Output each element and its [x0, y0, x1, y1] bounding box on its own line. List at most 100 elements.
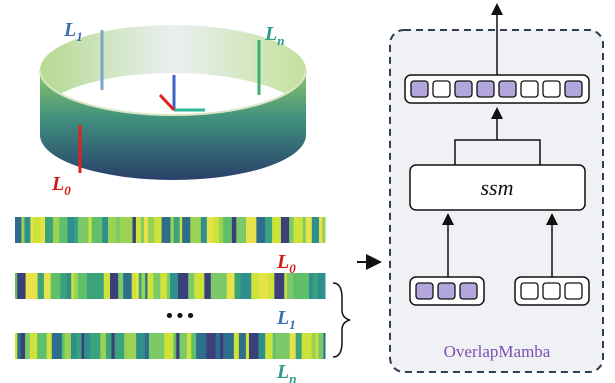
strip-stripe [147, 273, 153, 299]
strip-stripe [211, 273, 221, 299]
strip-stripe [246, 333, 250, 359]
strip-stripe [190, 217, 201, 243]
strip-stripe [249, 333, 259, 359]
strip-stripe [236, 217, 246, 243]
strip-stripe [112, 273, 119, 299]
strip-stripe [108, 217, 117, 243]
token [521, 81, 538, 97]
strip-stripe [232, 217, 237, 243]
strip-stripe [77, 333, 82, 359]
strip-stripe [220, 273, 227, 299]
token [565, 81, 582, 97]
strip-stripe [106, 333, 112, 359]
strip-stripe [318, 273, 326, 299]
strip-stripe [89, 217, 93, 243]
strip-stripe [289, 217, 294, 243]
strip-stripe [196, 333, 207, 359]
strip-stripe [51, 273, 61, 299]
strip-stripe [142, 273, 146, 299]
strip-stripe [179, 333, 187, 359]
ssm-label: ssm [480, 175, 513, 200]
strip-stripe [26, 273, 34, 299]
strip-stripe [84, 333, 91, 359]
strip-label-l1: L1 [276, 307, 296, 332]
strip-stripe [223, 217, 232, 243]
strip-stripe [78, 273, 88, 299]
range-strips [15, 217, 326, 359]
token [543, 81, 560, 97]
token [477, 81, 494, 97]
strip-stripe [268, 273, 275, 299]
strip-stripe [188, 273, 195, 299]
strip-stripe [87, 273, 91, 299]
strip-stripe [301, 273, 310, 299]
strip-stripe [92, 217, 103, 243]
strip-stripe [34, 273, 39, 299]
strip-stripe [281, 333, 290, 359]
strip-stripe [102, 217, 108, 243]
strip-stripe [131, 333, 137, 359]
strip-stripe [251, 273, 259, 299]
token [438, 283, 455, 299]
strip-stripe [133, 217, 137, 243]
strip-stripe [116, 217, 120, 243]
strip-stripe [240, 273, 251, 299]
strip-stripe [277, 217, 281, 243]
strip-stripe [201, 217, 207, 243]
strip-stripe [290, 333, 297, 359]
strip-stripe [90, 273, 98, 299]
strip-stripe [53, 217, 60, 243]
axis-y [160, 95, 174, 110]
strip-stripe [90, 333, 101, 359]
strip-stripe [274, 273, 284, 299]
strip-stripe [74, 273, 79, 299]
lidar-ring: L1 Ln L0 [40, 19, 306, 198]
ellipsis: ••• [164, 306, 196, 327]
strip-stripe [59, 217, 68, 243]
model-name: OverlapMamba [444, 342, 551, 361]
strip-stripe [98, 273, 104, 299]
strip-stripe [234, 333, 240, 359]
strip-stripe [78, 217, 89, 243]
strip-stripe [24, 217, 30, 243]
strip-stripe [75, 217, 79, 243]
strip-stripe [293, 273, 301, 299]
strip-stripe [272, 217, 277, 243]
strip-stripe [126, 217, 133, 243]
strip-stripe [124, 333, 131, 359]
strip-stripe [259, 273, 268, 299]
strip-stripe [154, 217, 162, 243]
strip-stripe [281, 217, 290, 243]
strip-stripe [170, 217, 174, 243]
strip-stripe [38, 273, 42, 299]
strip-stripe [25, 333, 30, 359]
strip-stripe [174, 217, 181, 243]
strip-stripe [40, 217, 45, 243]
strip-stripe [17, 333, 21, 359]
strip-stripe [194, 273, 204, 299]
strip-stripe [115, 333, 125, 359]
strip-stripe [176, 333, 180, 359]
strip-stripe [312, 217, 320, 243]
strip-stripe [149, 333, 159, 359]
token [416, 283, 433, 299]
strip-stripe [223, 333, 234, 359]
strip-stripe [159, 333, 165, 359]
strip-stripe [71, 333, 77, 359]
diagram: L1 Ln L0 L0 L1 Ln ••• ssm OverlapMamba [0, 0, 615, 383]
strip-stripe [144, 217, 149, 243]
strip-stripe [213, 217, 220, 243]
strip-stripe [100, 333, 106, 359]
strip-stripe [204, 273, 211, 299]
page: L1 Ln L0 L0 L1 Ln ••• ssm OverlapMamba (… [0, 0, 615, 383]
token [565, 283, 582, 299]
strip-stripe [33, 217, 41, 243]
strip-stripe [313, 273, 318, 299]
strip-stripe [17, 273, 26, 299]
strip-stripe [187, 333, 192, 359]
strip-stripe [265, 217, 272, 243]
strip-stripe [118, 273, 124, 299]
strip-stripe [312, 333, 317, 359]
strip-stripe [45, 217, 53, 243]
strip-stripe [160, 273, 167, 299]
